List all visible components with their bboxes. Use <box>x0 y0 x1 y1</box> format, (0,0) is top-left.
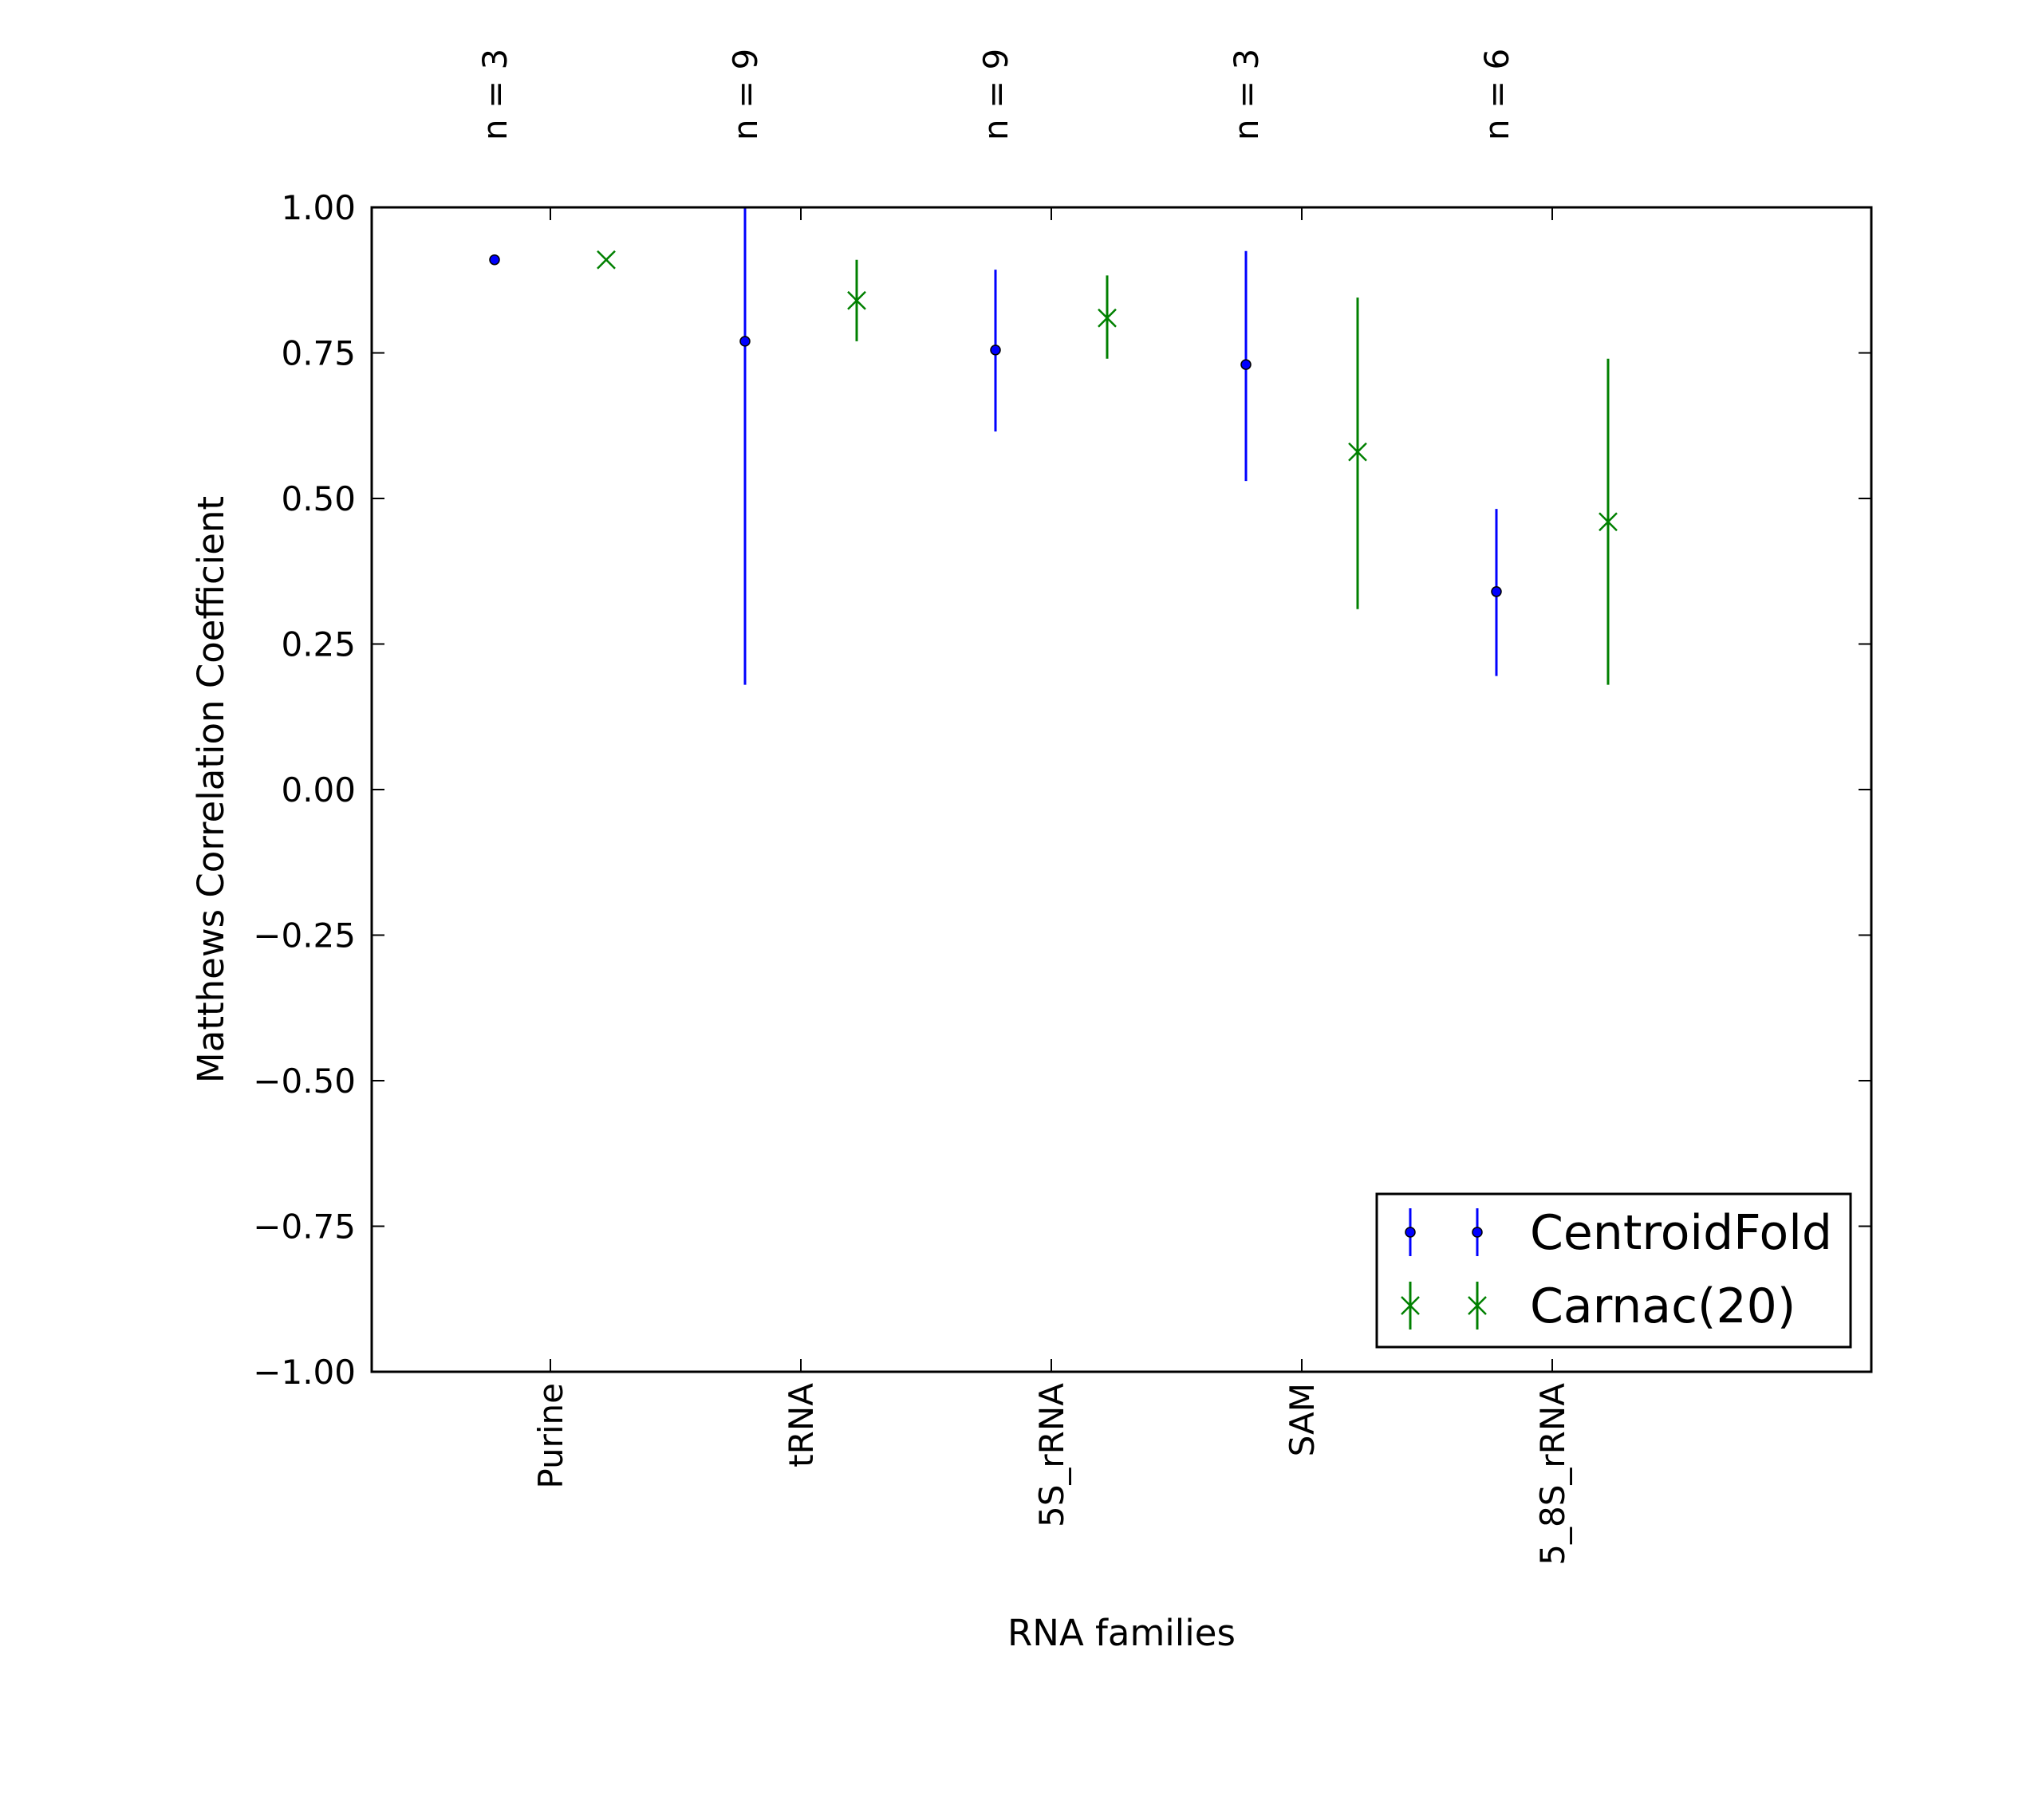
y-tick-label: −0.50 <box>253 1062 356 1101</box>
x-marker-stroke <box>1401 1296 1420 1315</box>
y-tick-label: −1.00 <box>253 1353 356 1392</box>
data-point <box>1401 1296 1420 1315</box>
x-marker-stroke <box>597 250 616 270</box>
y-tick-label: 0.75 <box>281 334 356 373</box>
y-tick-label: 0.00 <box>281 770 356 810</box>
data-point <box>1491 586 1502 597</box>
x-marker-stroke <box>1468 1296 1487 1315</box>
data-point <box>1240 359 1252 370</box>
sample-size-labels: n = 3 n = 9 n = 9 n = 3 n = 6 <box>475 49 1516 140</box>
sample-size-label: n = 3 <box>1227 49 1266 140</box>
data-point <box>1599 512 1618 532</box>
y-tick-labels: 1.00 0.75 0.50 0.25 0.00 −0.25 −0.50 −0.75 −1.00 <box>253 188 356 1392</box>
sample-size-label: n = 9 <box>726 49 765 140</box>
data-point <box>1405 1227 1416 1238</box>
x-axis-label: RNA families <box>1007 1612 1236 1654</box>
x-marker-stroke <box>847 290 866 310</box>
y-tick-label: 1.00 <box>281 188 356 227</box>
y-tick-label: −0.25 <box>253 916 356 955</box>
x-tick-labels: Purine tRNA 5S_rRNA SAM 5_8S_rRNA <box>531 1383 1572 1566</box>
plot-frame <box>370 206 1873 1373</box>
x-tick-label: 5S_rRNA <box>1032 1383 1071 1527</box>
x-marker-stroke <box>1599 512 1618 532</box>
y-tick-label: 0.50 <box>281 479 356 518</box>
data-point <box>597 250 616 270</box>
legend: CentroidFold Carnac(20) <box>1375 1192 1852 1349</box>
x-tick-label: tRNA <box>782 1383 821 1467</box>
sample-size-label: n = 9 <box>976 49 1015 140</box>
legend-label: Carnac(20) <box>1530 1278 1796 1334</box>
data-point <box>1098 308 1117 328</box>
sample-size-label: n = 6 <box>1477 49 1516 140</box>
legend-box <box>1375 1192 1852 1349</box>
x-marker-stroke <box>1348 442 1367 462</box>
series-centroidfold <box>489 207 1502 685</box>
y-axis-label: Matthews Correlation Coefficient <box>190 496 232 1083</box>
x-tick-label: Purine <box>531 1383 570 1489</box>
x-tick-label: SAM <box>1283 1383 1322 1456</box>
sample-size-label: n = 3 <box>475 49 514 140</box>
x-marker-stroke <box>1098 308 1117 328</box>
data-point <box>739 336 751 347</box>
data-point <box>489 254 500 266</box>
plot-area <box>372 207 1871 1372</box>
data-point <box>847 290 866 310</box>
data-point <box>990 345 1001 356</box>
series-carnac-20 <box>597 250 1618 685</box>
data-point <box>1468 1296 1487 1315</box>
legend-label: CentroidFold <box>1530 1205 1832 1261</box>
data-point <box>1472 1227 1483 1238</box>
y-tick-label: 0.25 <box>281 625 356 664</box>
series-layer <box>489 207 1618 685</box>
x-tick-label: 5_8S_rRNA <box>1533 1383 1572 1566</box>
y-tick-label: −0.75 <box>253 1207 356 1247</box>
data-point <box>1348 442 1367 462</box>
